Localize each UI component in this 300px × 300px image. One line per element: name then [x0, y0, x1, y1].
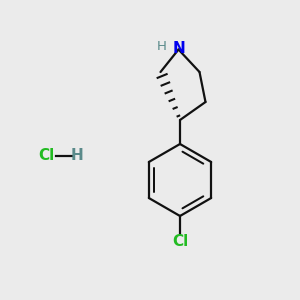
- Text: H: H: [70, 148, 83, 164]
- Text: H: H: [157, 40, 167, 53]
- Text: Cl: Cl: [38, 148, 55, 164]
- Text: Cl: Cl: [172, 234, 188, 249]
- Text: N: N: [173, 41, 185, 56]
